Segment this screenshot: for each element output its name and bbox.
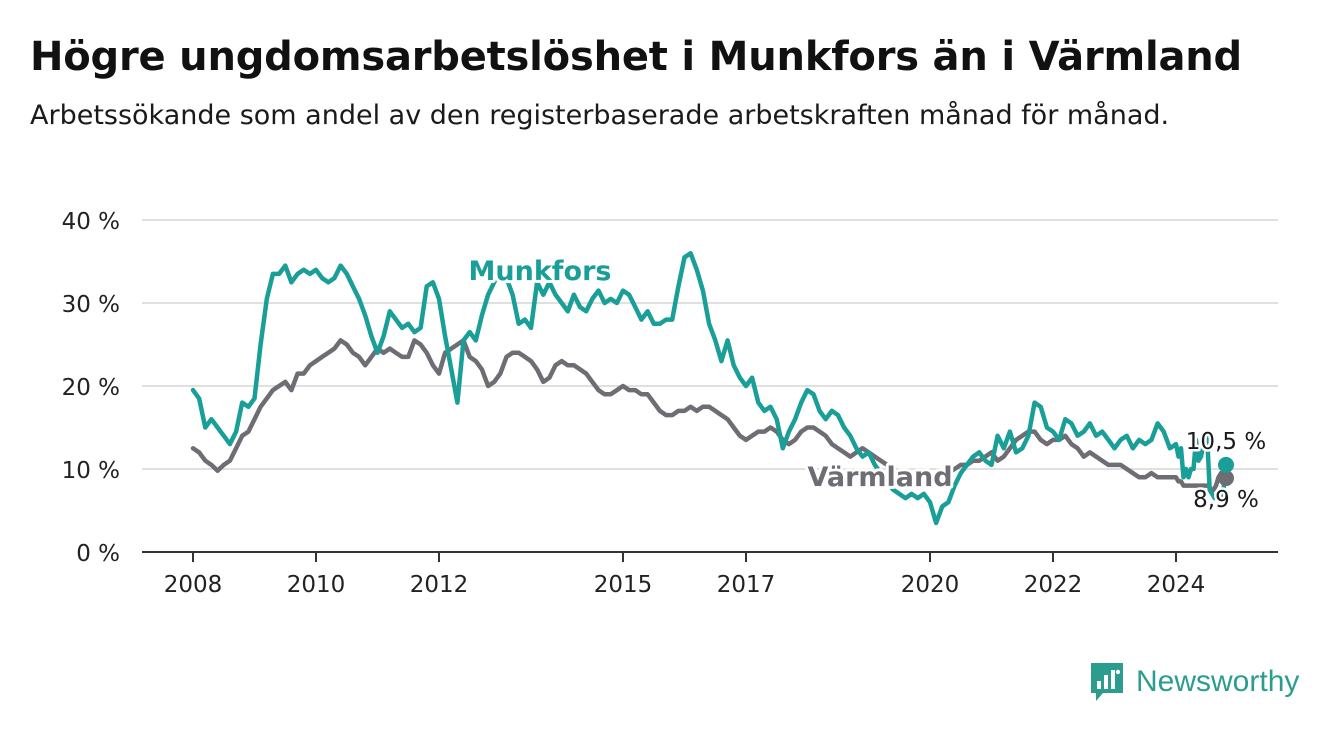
y-tick-label: 20 % [62,375,120,401]
brand-name: Newsworthy [1136,665,1300,698]
end-marker-munkfors [1218,456,1234,473]
newsworthy-logo-icon [1091,663,1123,701]
y-tick-label: 30 % [62,292,120,318]
x-tick-label: 2017 [717,572,776,598]
series-line-varmland [190,338,1229,493]
y-tick-label: 0 % [76,541,120,567]
end-value-label-munkfors: 10,5 % [1186,429,1266,455]
end-marker-varmland [1218,470,1234,487]
x-tick-label: 2010 [287,572,346,598]
y-axis-labels: 0 % 10 % 20 % 30 % 40 % [62,209,120,567]
brand-logo: Newsworthy [1088,660,1299,704]
x-tick-label: 2008 [164,572,223,598]
y-tick-label: 10 % [62,458,120,484]
end-markers: 8,9 % 10,5 % [1183,427,1268,516]
series-lines [190,250,1229,526]
series-labels: Munkfors Värmland [466,253,956,496]
series-label-munkfors: Munkfors [469,256,612,287]
x-tick-label: 2020 [901,572,960,598]
series-line-munkfors [190,250,1229,526]
chart-title: Högre ungdomsarbetslöshet i Munkfors än … [30,34,1242,80]
x-tick-label: 2012 [410,572,469,598]
grid-lines [142,219,1278,470]
chart-subtitle: Arbetssökande som andel av den registerb… [30,100,1170,131]
x-axis: 2008 2010 2012 2015 2017 2020 2022 2024 [142,551,1278,598]
x-tick-label: 2015 [594,572,653,598]
x-tick-label: 2024 [1147,572,1206,598]
x-tick-label: 2022 [1024,572,1083,598]
end-value-label-varmland: 8,9 % [1193,487,1259,513]
series-label-varmland: Värmland [807,462,952,493]
y-tick-label: 40 % [62,209,120,235]
